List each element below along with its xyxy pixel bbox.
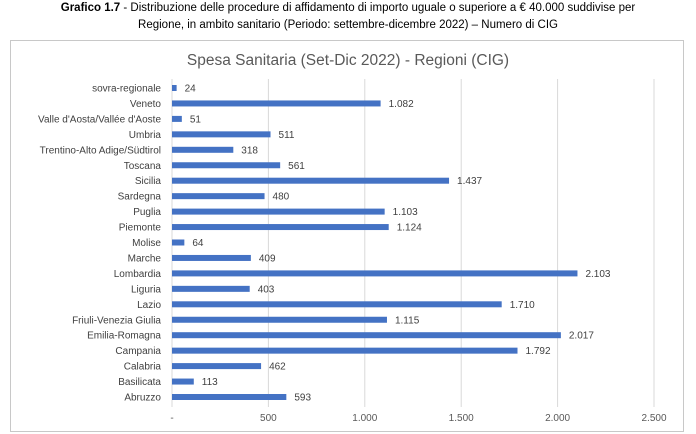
x-tick-label: 500 xyxy=(260,413,277,424)
category-label: Sardegna xyxy=(118,192,162,203)
bar xyxy=(172,146,234,153)
chart-title: Spesa Sanitaria (Set-Dic 2022) - Regioni… xyxy=(187,52,509,69)
category-label: Friuli-Venezia Giulia xyxy=(72,315,161,326)
category-label: Campania xyxy=(115,346,161,357)
data-label: 593 xyxy=(294,393,311,404)
category-label: Puglia xyxy=(133,207,161,218)
bar xyxy=(172,347,518,354)
category-label: Trentino-Alto Adige/Südtirol xyxy=(40,145,161,156)
bar xyxy=(172,394,287,400)
data-label: 1.082 xyxy=(389,99,414,110)
x-tick-label: 2.000 xyxy=(545,413,570,424)
bar xyxy=(172,285,250,292)
data-label: 1.710 xyxy=(510,300,535,311)
data-label: 1.103 xyxy=(393,207,418,218)
data-label: 480 xyxy=(273,192,290,203)
category-label: Piemonte xyxy=(119,223,162,234)
data-label: 64 xyxy=(192,238,204,249)
category-label: Veneto xyxy=(130,99,162,110)
data-label: 24 xyxy=(185,84,197,95)
bar xyxy=(172,131,271,138)
category-label: Umbria xyxy=(129,130,162,141)
category-label: Basilicata xyxy=(118,377,161,388)
data-labels: 24 1.082 51 511 318 561 1.437 480 1.103 1.124 64 40… xyxy=(185,84,611,404)
bar xyxy=(172,85,177,91)
category-label: Emilia-Romagna xyxy=(87,331,161,342)
caption-line1: - Distribuzione delle procedure di affid… xyxy=(120,2,636,14)
data-label: 462 xyxy=(269,362,286,373)
bar xyxy=(172,100,381,107)
bar xyxy=(172,224,389,231)
data-label: 1.792 xyxy=(525,346,550,357)
x-tick-label: - xyxy=(170,413,173,424)
data-label: 1.115 xyxy=(395,315,420,326)
category-label: Valle d'Aosta/Vallée d'Aoste xyxy=(38,114,161,125)
data-label: 409 xyxy=(259,253,276,264)
bar xyxy=(172,177,450,184)
category-label: Lombardia xyxy=(114,269,162,280)
bar xyxy=(172,254,251,261)
data-label: 318 xyxy=(241,145,258,156)
data-label: 1.124 xyxy=(397,223,422,234)
data-label: 113 xyxy=(202,377,218,388)
data-label: 511 xyxy=(279,130,295,141)
figure-caption: Grafico 1.7 - Distribuzione delle proced… xyxy=(0,0,696,34)
category-label: sovra-regionale xyxy=(92,84,161,95)
bar xyxy=(172,115,182,122)
category-label: Abruzzo xyxy=(124,393,161,404)
data-label: 51 xyxy=(190,114,202,125)
category-labels: sovra-regionale Veneto Valle d'Aosta/Vallé… xyxy=(38,84,161,404)
bar xyxy=(172,301,502,308)
data-label: 561 xyxy=(288,161,305,172)
bar xyxy=(172,193,265,200)
bar xyxy=(172,378,194,385)
category-label: Molise xyxy=(132,238,161,249)
chart-container: Spesa Sanitaria (Set-Dic 2022) - Regioni… xyxy=(10,40,684,432)
category-label: Sicilia xyxy=(135,176,162,187)
bars xyxy=(172,85,578,400)
bar xyxy=(172,162,281,169)
x-tick-label: 1.500 xyxy=(449,413,474,424)
bar xyxy=(172,332,561,339)
bar xyxy=(172,316,387,323)
category-label: Marche xyxy=(128,253,162,264)
bar xyxy=(172,239,185,246)
bar xyxy=(172,208,385,215)
data-label: 2.103 xyxy=(585,269,610,280)
category-label: Lazio xyxy=(137,300,161,311)
bar xyxy=(172,363,262,370)
category-label: Liguria xyxy=(131,284,161,295)
data-label: 403 xyxy=(258,284,275,295)
category-label: Calabria xyxy=(124,362,162,373)
bar-chart: Spesa Sanitaria (Set-Dic 2022) - Regioni… xyxy=(38,52,667,424)
bar xyxy=(172,270,578,277)
data-label: 2.017 xyxy=(569,331,594,342)
gridlines xyxy=(171,79,655,407)
caption-label: Grafico 1.7 xyxy=(60,2,121,14)
caption-line2: Regione, in ambito sanitario (Periodo: s… xyxy=(138,19,558,31)
category-label: Toscana xyxy=(124,161,162,172)
x-tick-label: 1.000 xyxy=(352,413,377,424)
data-label: 1.437 xyxy=(457,176,482,187)
x-tick-label: 2.500 xyxy=(641,413,666,424)
x-tick-labels: - 500 1.000 1.500 2.000 2.500 xyxy=(170,413,667,424)
